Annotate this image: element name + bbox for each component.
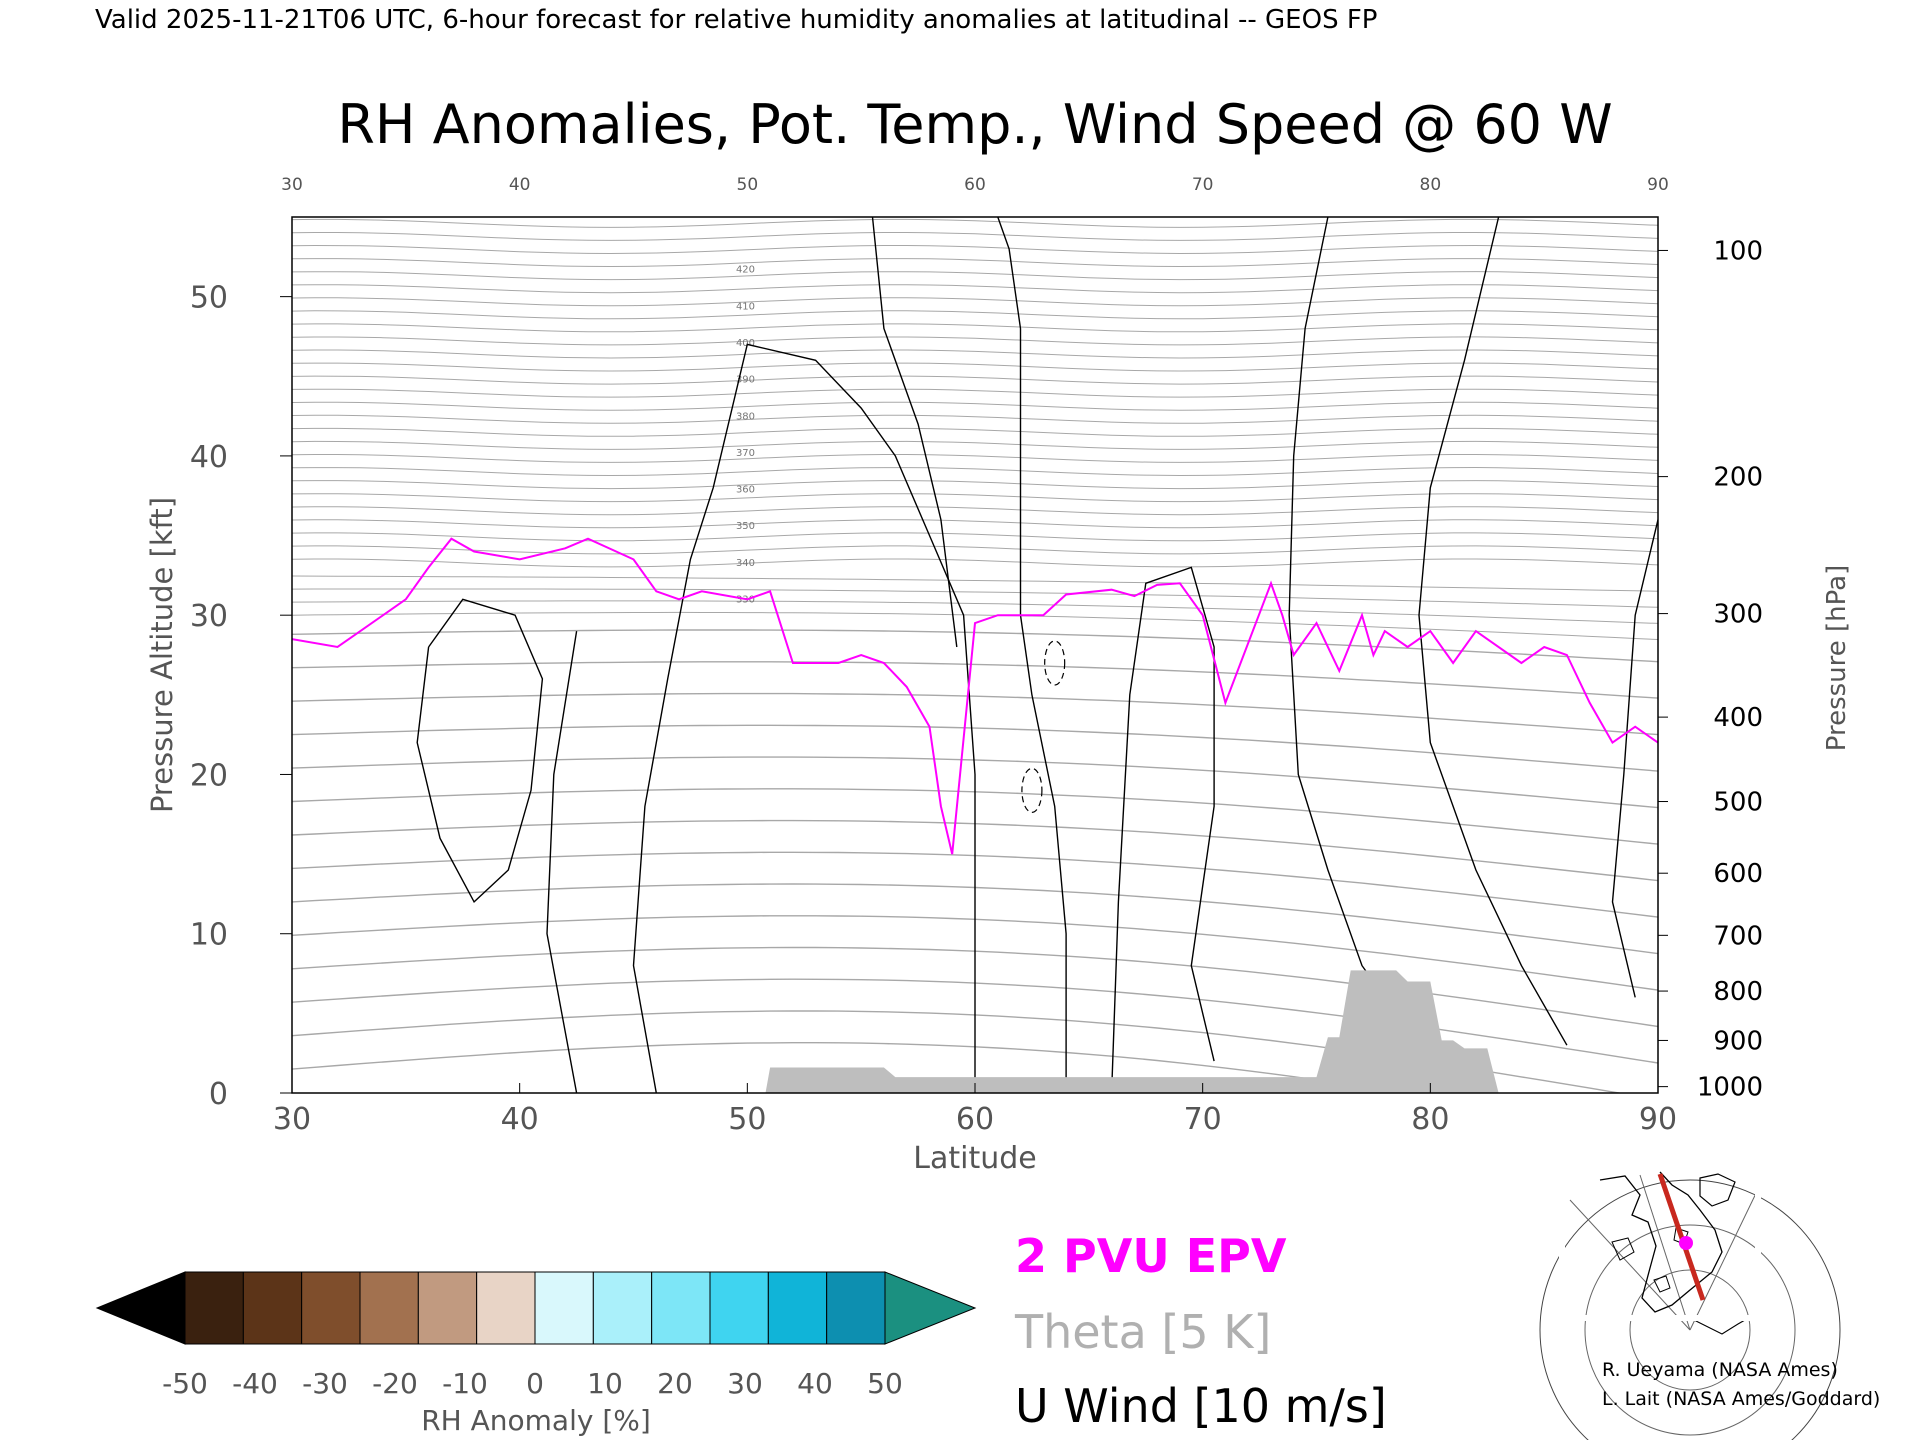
valid-time-line: Valid 2025-11-21T06 UTC, 6-hour forecast… (95, 5, 1377, 35)
chart-title: RH Anomalies, Pot. Temp., Wind Speed @ 6… (337, 93, 1612, 156)
